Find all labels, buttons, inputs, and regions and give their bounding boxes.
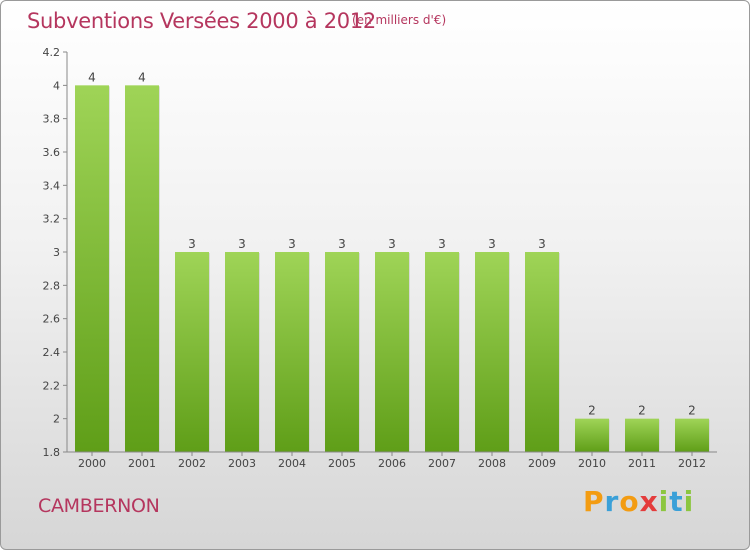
y-tick-label: 3.8 <box>43 113 61 126</box>
x-tick-label: 2008 <box>478 457 506 470</box>
bar-value-label: 4 <box>138 70 146 84</box>
bar <box>275 252 309 452</box>
bar <box>325 252 359 452</box>
chart-title: Subventions Versées 2000 à 2012 <box>27 9 376 33</box>
y-tick-label: 3.4 <box>43 179 61 192</box>
bar <box>75 85 109 452</box>
bars: 4 4 3 3 3 3 3 3 3 3 2 2 2 <box>75 70 710 452</box>
bar-value-label: 3 <box>188 237 196 251</box>
x-tick-label: 2011 <box>628 457 656 470</box>
bar-value-label: 2 <box>638 404 646 418</box>
x-tick-label: 2012 <box>678 457 706 470</box>
y-tick-label: 4.2 <box>43 46 61 59</box>
bar-value-label: 3 <box>288 237 296 251</box>
bar <box>625 418 659 452</box>
bar <box>425 252 459 452</box>
x-tick-label: 2004 <box>278 457 306 470</box>
x-tick-label: 2005 <box>328 457 356 470</box>
bar <box>675 418 709 452</box>
bar <box>175 252 209 452</box>
bar-value-label: 3 <box>388 237 396 251</box>
x-tick-label: 2001 <box>128 457 156 470</box>
bar-value-label: 3 <box>538 237 546 251</box>
y-tick-label: 2 <box>53 413 60 426</box>
x-tick-label: 2003 <box>228 457 256 470</box>
x-tick-label: 2009 <box>528 457 556 470</box>
x-axis: 2000 2001 2002 2003 2004 2005 2006 2007 2008 2009… <box>67 451 717 470</box>
x-tick-label: 2006 <box>378 457 406 470</box>
bar-chart: 1.8 2 2.2 2.4 2.6 2.8 3 3.2 3.4 3.6 3.8 4 4.2 4 4 3 3 3 3… <box>43 46 717 470</box>
bar <box>225 252 259 452</box>
x-tick-label: 2007 <box>428 457 456 470</box>
y-tick-label: 2.8 <box>43 279 61 292</box>
bar-value-label: 3 <box>338 237 346 251</box>
y-tick-label: 2.2 <box>43 379 61 392</box>
y-tick-label: 3.6 <box>43 146 61 159</box>
bar <box>475 252 509 452</box>
bar-value-label: 2 <box>688 404 696 418</box>
town-name: CAMBERNON <box>38 495 160 517</box>
y-axis: 1.8 2 2.2 2.4 2.6 2.8 3 3.2 3.4 3.6 3.8 4 4.2 <box>43 46 68 459</box>
bar-value-label: 4 <box>88 70 96 84</box>
bar <box>575 418 609 452</box>
y-tick-label: 3.2 <box>43 213 61 226</box>
y-tick-label: 1.8 <box>43 446 61 459</box>
bar-value-label: 3 <box>488 237 496 251</box>
y-tick-label: 2.6 <box>43 313 61 326</box>
bar <box>375 252 409 452</box>
chart-subtitle: (en milliers d'€) <box>352 13 447 27</box>
proxiti-logo: Proxiti <box>583 485 695 518</box>
bar-value-label: 3 <box>238 237 246 251</box>
x-tick-label: 2002 <box>178 457 206 470</box>
y-tick-label: 3 <box>53 246 60 259</box>
bar-value-label: 2 <box>588 404 596 418</box>
y-tick-label: 2.4 <box>43 346 61 359</box>
y-tick-label: 4 <box>53 79 60 92</box>
bar <box>125 85 159 452</box>
x-tick-label: 2010 <box>578 457 606 470</box>
x-tick-label: 2000 <box>78 457 106 470</box>
bar <box>525 252 559 452</box>
bar-value-label: 3 <box>438 237 446 251</box>
